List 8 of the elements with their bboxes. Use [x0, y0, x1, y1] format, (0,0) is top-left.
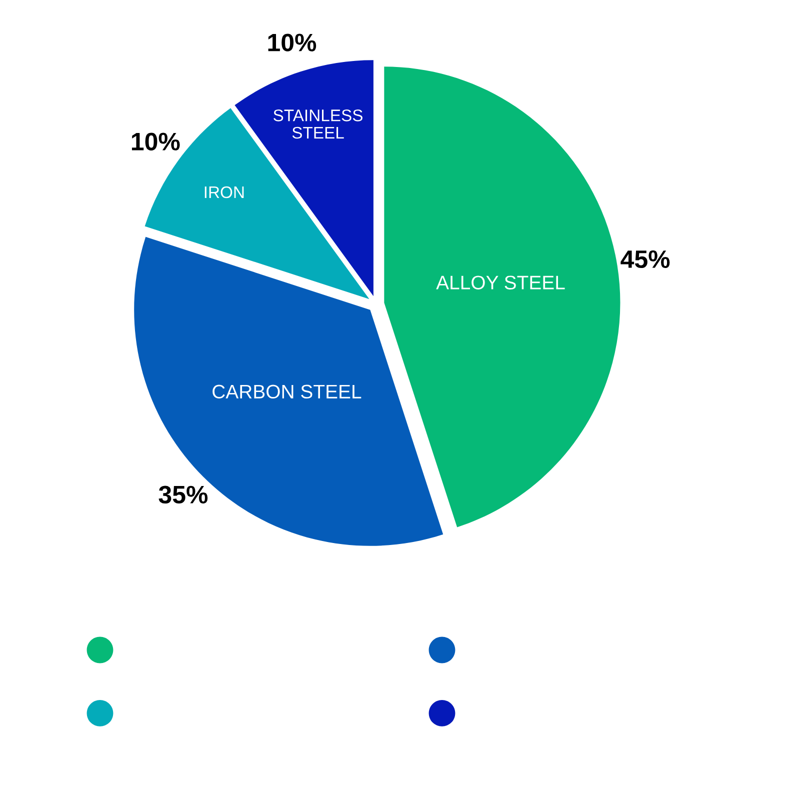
slice-label: IRON	[204, 186, 244, 198]
slice-label: STAINLESS STEEL	[274, 110, 362, 139]
data-label: 10%	[268, 34, 316, 52]
data-label: 10%	[132, 132, 180, 150]
slice-label: CARBON STEEL	[212, 384, 362, 399]
data-label: 45%	[620, 250, 670, 268]
data-label: 35%	[158, 486, 208, 504]
slice-label: ALLOY STEEL	[436, 276, 565, 290]
